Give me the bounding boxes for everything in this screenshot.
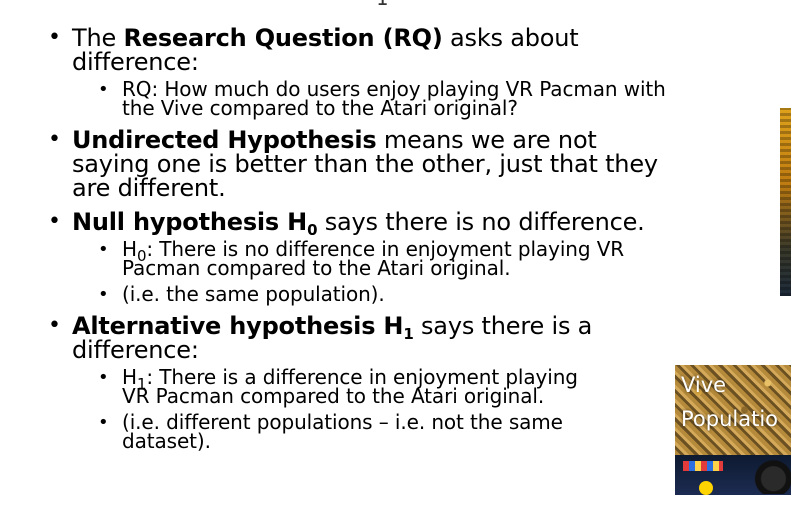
sub-bullet-h0: • H0: There is no difference in enjoymen… bbox=[98, 237, 625, 280]
image-label-vive: Vive bbox=[681, 373, 727, 397]
sub-bullet-rq: • RQ: How much do users enjoy playing VR… bbox=[98, 77, 666, 120]
bullet-text: Undirected Hypothesis means we are not s… bbox=[72, 126, 658, 202]
bullet-icon: • bbox=[98, 79, 109, 100]
bullet-text: The Research Question (RQ) asks about di… bbox=[72, 24, 579, 76]
sub-bullet-list: • H1: There is a difference in enjoyment… bbox=[72, 365, 668, 453]
bullet-text: Alternative hypothesis H1 says there is … bbox=[72, 312, 593, 364]
crowd-image-vive: Vive Populatio bbox=[675, 365, 791, 455]
bullet-icon: • bbox=[48, 127, 61, 152]
bullet-undirected-hypothesis: • Undirected Hypothesis means we are not… bbox=[48, 126, 668, 202]
maze-icon bbox=[683, 461, 723, 471]
sub-bullet-list: • H0: There is no difference in enjoymen… bbox=[72, 237, 668, 306]
image-label-population: Populatio bbox=[681, 407, 779, 431]
sub-bullet-same-population: • (i.e. the same population). bbox=[98, 282, 385, 306]
vr-headset-icon bbox=[752, 460, 791, 494]
bullet-research-question: • The Research Question (RQ) asks about … bbox=[48, 24, 668, 120]
slide-number-fragment: 1 bbox=[376, 0, 388, 10]
bullet-list: • The Research Question (RQ) asks about … bbox=[48, 24, 668, 453]
pacman-icon bbox=[699, 481, 713, 495]
bullet-icon: • bbox=[48, 25, 61, 50]
bullet-null-hypothesis: • Null hypothesis H0 says there is no di… bbox=[48, 208, 668, 306]
slide-content: • The Research Question (RQ) asks about … bbox=[48, 26, 668, 461]
crowd-image-atari bbox=[780, 108, 791, 296]
bullet-alternative-hypothesis: • Alternative hypothesis H1 says there i… bbox=[48, 312, 668, 453]
sub-bullet-h1: • H1: There is a difference in enjoyment… bbox=[98, 365, 578, 408]
bullet-text: Null hypothesis H0 says there is no diff… bbox=[72, 208, 645, 239]
bullet-icon: • bbox=[98, 367, 109, 388]
bullet-icon: • bbox=[98, 284, 109, 305]
bullet-icon: • bbox=[48, 313, 61, 338]
sub-bullet-list: • RQ: How much do users enjoy playing VR… bbox=[72, 77, 668, 120]
bullet-icon: • bbox=[48, 209, 61, 234]
bullet-icon: • bbox=[98, 239, 109, 260]
sub-bullet-different-populations: • (i.e. different populations – i.e. not… bbox=[98, 410, 563, 453]
bullet-icon: • bbox=[98, 412, 109, 433]
